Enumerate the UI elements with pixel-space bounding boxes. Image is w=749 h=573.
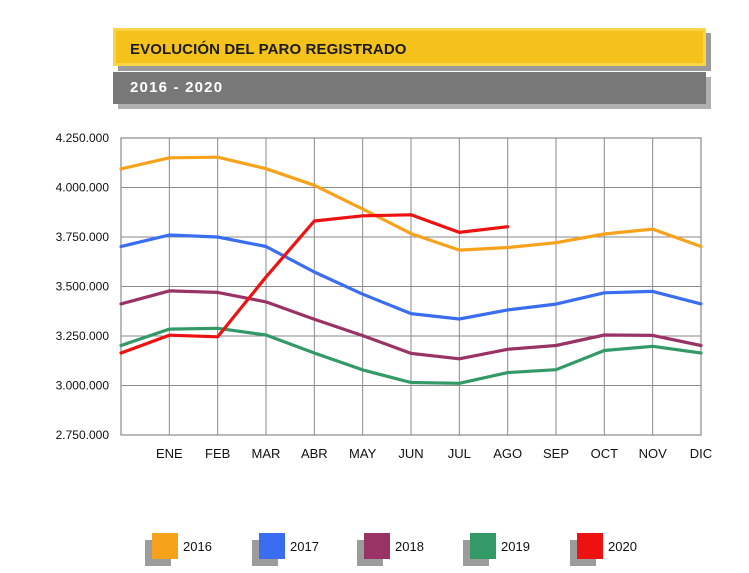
legend-label: 2018 xyxy=(395,539,424,554)
x-tick-label: FEB xyxy=(205,446,230,461)
x-tick-label: SEP xyxy=(543,446,569,461)
chart-title: EVOLUCIÓN DEL PARO REGISTRADO xyxy=(130,41,407,58)
x-tick-label: OCT xyxy=(591,446,619,461)
x-tick-label: DIC xyxy=(690,446,712,461)
y-tick-label: 3.000.000 xyxy=(56,379,110,393)
y-tick-label: 3.250.000 xyxy=(56,329,110,343)
chart-subtitle: 2016 - 2020 xyxy=(130,79,224,96)
series-line-2017 xyxy=(119,233,703,321)
x-tick-label: AGO xyxy=(493,446,522,461)
series-line-2019 xyxy=(119,326,703,385)
x-tick-label: MAY xyxy=(349,446,377,461)
subtitle-bar: 2016 - 2020 xyxy=(113,72,706,104)
series-line-2016 xyxy=(119,155,703,252)
legend-label: 2017 xyxy=(290,539,319,554)
legend-swatch xyxy=(577,533,603,559)
legend-swatch xyxy=(152,533,178,559)
legend-swatch xyxy=(259,533,285,559)
legend-swatch xyxy=(364,533,390,559)
series-line-2018 xyxy=(119,289,703,361)
legend-label: 2016 xyxy=(183,539,212,554)
x-tick-label: MAR xyxy=(252,446,281,461)
y-tick-label: 3.500.000 xyxy=(56,280,110,294)
y-tick-label: 3.750.000 xyxy=(56,230,110,244)
x-tick-label: ENE xyxy=(156,446,183,461)
x-tick-label: ABR xyxy=(301,446,328,461)
y-tick-label: 2.750.000 xyxy=(56,428,110,442)
legend-label: 2020 xyxy=(608,539,637,554)
series-line-2020 xyxy=(119,213,510,355)
y-tick-label: 4.250.000 xyxy=(56,131,110,145)
x-tick-label: JUL xyxy=(448,446,471,461)
y-tick-label: 4.000.000 xyxy=(56,181,110,195)
x-tick-label: NOV xyxy=(639,446,668,461)
legend-label: 2019 xyxy=(501,539,530,554)
x-tick-label: JUN xyxy=(398,446,423,461)
legend-swatch xyxy=(470,533,496,559)
title-bar: EVOLUCIÓN DEL PARO REGISTRADO xyxy=(113,28,706,66)
